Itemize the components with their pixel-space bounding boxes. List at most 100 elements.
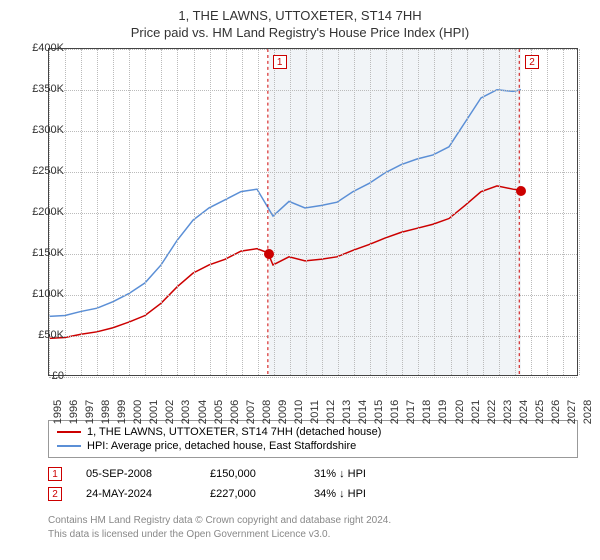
x-axis-tick-label: 2028 xyxy=(582,400,594,424)
gridline-vertical xyxy=(354,49,355,375)
gridline-vertical xyxy=(434,49,435,375)
legend-label-property: 1, THE LAWNS, UTTOXETER, ST14 7HH (detac… xyxy=(87,426,381,438)
y-axis-tick-label: £300K xyxy=(32,124,64,136)
legend-swatch-hpi xyxy=(57,445,81,447)
y-axis-tick-label: £150K xyxy=(32,247,64,259)
x-axis-tick-label: 2003 xyxy=(180,400,192,424)
legend-item-hpi: HPI: Average price, detached house, East… xyxy=(57,439,569,453)
plot-area: 12 xyxy=(48,48,578,376)
legend-label-hpi: HPI: Average price, detached house, East… xyxy=(87,440,356,452)
gridline-vertical xyxy=(547,49,548,375)
x-axis-tick-label: 1998 xyxy=(100,400,112,424)
gridline-vertical xyxy=(290,49,291,375)
x-axis-tick-label: 2011 xyxy=(309,400,321,424)
gridline-vertical xyxy=(563,49,564,375)
x-axis-tick-label: 2004 xyxy=(197,400,209,424)
x-axis-tick-label: 1997 xyxy=(84,400,96,424)
chart-title: 1, THE LAWNS, UTTOXETER, ST14 7HH xyxy=(0,0,600,23)
gridline-vertical xyxy=(242,49,243,375)
gridline-vertical xyxy=(274,49,275,375)
x-axis-tick-label: 1995 xyxy=(52,400,64,424)
gridline-vertical xyxy=(467,49,468,375)
x-axis-tick-label: 2013 xyxy=(341,400,353,424)
y-axis-tick-label: £200K xyxy=(32,206,64,218)
y-axis-tick-label: £50K xyxy=(38,329,64,341)
gridline-vertical xyxy=(418,49,419,375)
x-axis-tick-label: 2014 xyxy=(357,400,369,424)
gridline-vertical xyxy=(322,49,323,375)
gridline-vertical xyxy=(370,49,371,375)
transaction-diff: 31% ↓ HPI xyxy=(314,468,404,480)
legend-item-property: 1, THE LAWNS, UTTOXETER, ST14 7HH (detac… xyxy=(57,425,569,439)
gridline-vertical xyxy=(161,49,162,375)
x-axis-tick-label: 2000 xyxy=(132,400,144,424)
chart-subtitle: Price paid vs. HM Land Registry's House … xyxy=(0,23,600,46)
gridline-vertical xyxy=(145,49,146,375)
gridline-vertical xyxy=(194,49,195,375)
x-axis-tick-label: 2006 xyxy=(229,400,241,424)
x-axis-tick-label: 2005 xyxy=(213,400,225,424)
transaction-point xyxy=(264,249,274,259)
y-axis-tick-label: £100K xyxy=(32,288,64,300)
gridline-vertical xyxy=(402,49,403,375)
x-axis-tick-label: 2019 xyxy=(437,400,449,424)
transaction-date: 24-MAY-2024 xyxy=(86,488,186,500)
x-axis-tick-label: 2024 xyxy=(518,400,530,424)
gridline-vertical xyxy=(97,49,98,375)
gridline-vertical xyxy=(499,49,500,375)
x-axis-tick-label: 2022 xyxy=(486,400,498,424)
x-axis-tick-label: 2020 xyxy=(454,400,466,424)
series-line-property xyxy=(49,186,519,338)
y-axis-tick-label: £350K xyxy=(32,83,64,95)
transaction-price: £227,000 xyxy=(210,488,290,500)
x-axis-tick-label: 2023 xyxy=(502,400,514,424)
transaction-marker-badge: 2 xyxy=(525,55,539,69)
footer-line-1: Contains HM Land Registry data © Crown c… xyxy=(48,514,391,528)
y-axis-tick-label: £0 xyxy=(52,370,64,382)
gridline-vertical xyxy=(579,49,580,375)
transaction-index-badge: 1 xyxy=(48,467,62,481)
footer-attribution: Contains HM Land Registry data © Crown c… xyxy=(48,514,391,541)
footer-line-2: This data is licensed under the Open Gov… xyxy=(48,528,391,542)
transaction-diff: 34% ↓ HPI xyxy=(314,488,404,500)
x-axis-tick-label: 2026 xyxy=(550,400,562,424)
y-axis-tick-label: £400K xyxy=(32,42,64,54)
x-axis-tick-label: 2002 xyxy=(164,400,176,424)
transaction-date: 05-SEP-2008 xyxy=(86,468,186,480)
transaction-table: 1 05-SEP-2008 £150,000 31% ↓ HPI 2 24-MA… xyxy=(48,464,404,504)
x-axis-tick-label: 2009 xyxy=(277,400,289,424)
gridline-vertical xyxy=(515,49,516,375)
legend-box: 1, THE LAWNS, UTTOXETER, ST14 7HH (detac… xyxy=(48,420,578,458)
gridline-vertical xyxy=(113,49,114,375)
transaction-row: 1 05-SEP-2008 £150,000 31% ↓ HPI xyxy=(48,464,404,484)
x-axis-tick-label: 2010 xyxy=(293,400,305,424)
gridline-vertical xyxy=(177,49,178,375)
legend-swatch-property xyxy=(57,431,81,433)
x-axis-tick-label: 2017 xyxy=(405,400,417,424)
x-axis-tick-label: 2007 xyxy=(245,400,257,424)
gridline-vertical xyxy=(81,49,82,375)
gridline-vertical xyxy=(65,49,66,375)
x-axis-tick-label: 2008 xyxy=(261,400,273,424)
x-axis-tick-label: 2016 xyxy=(389,400,401,424)
gridline-vertical xyxy=(338,49,339,375)
gridline-vertical xyxy=(386,49,387,375)
x-axis-tick-label: 1996 xyxy=(68,400,80,424)
gridline-vertical xyxy=(258,49,259,375)
chart-container: 1, THE LAWNS, UTTOXETER, ST14 7HH Price … xyxy=(0,0,600,560)
gridline-vertical xyxy=(306,49,307,375)
transaction-index-badge: 2 xyxy=(48,487,62,501)
x-axis-tick-label: 2012 xyxy=(325,400,337,424)
transaction-row: 2 24-MAY-2024 £227,000 34% ↓ HPI xyxy=(48,484,404,504)
transaction-marker-badge: 1 xyxy=(273,55,287,69)
y-axis-tick-label: £250K xyxy=(32,165,64,177)
gridline-vertical xyxy=(226,49,227,375)
x-axis-tick-label: 2001 xyxy=(148,400,160,424)
x-axis-tick-label: 2021 xyxy=(470,400,482,424)
transaction-point xyxy=(516,186,526,196)
gridline-vertical xyxy=(451,49,452,375)
x-axis-tick-label: 2018 xyxy=(421,400,433,424)
gridline-vertical xyxy=(210,49,211,375)
x-axis-tick-label: 2027 xyxy=(566,400,578,424)
transaction-price: £150,000 xyxy=(210,468,290,480)
